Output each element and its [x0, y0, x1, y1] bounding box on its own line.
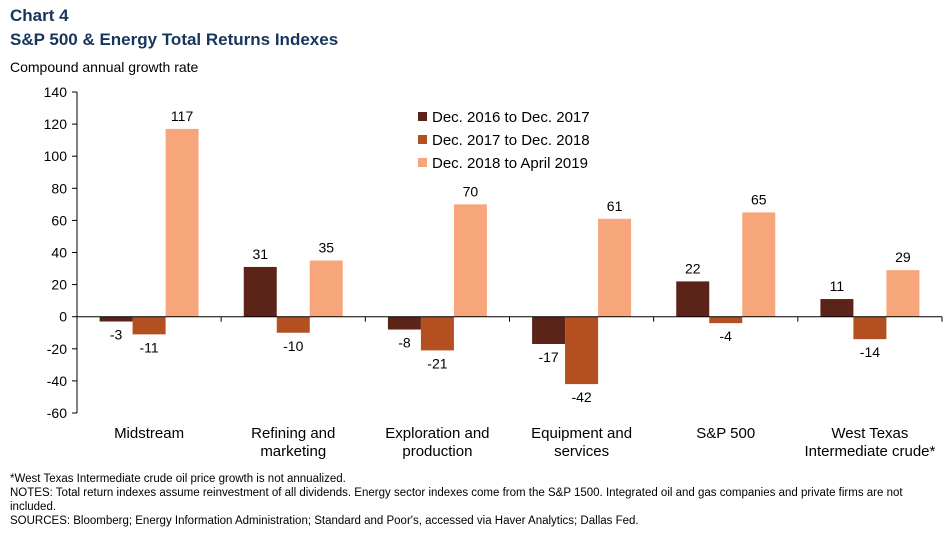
- legend-label: Dec. 2017 to Dec. 2018: [432, 132, 590, 149]
- bar: [532, 316, 566, 344]
- x-tick-label: Refining and marketing: [251, 425, 335, 460]
- legend-swatch: [418, 135, 427, 144]
- data-label: 35: [318, 240, 334, 256]
- bar: [820, 299, 854, 317]
- y-axis-label: Compound annual growth rate: [10, 59, 199, 75]
- legend-label: Dec. 2018 to April 2019: [432, 155, 588, 172]
- x-tick-label: Midstream: [114, 425, 184, 442]
- x-tick-label: Exploration and production: [385, 425, 489, 460]
- data-label: -42: [571, 389, 591, 405]
- footnote-notes: NOTES: Total return indexes assume reinv…: [10, 487, 903, 513]
- data-label: 65: [751, 191, 767, 207]
- y-tick-label: -20: [47, 341, 67, 357]
- bar: [132, 316, 166, 335]
- data-label: -3: [110, 327, 123, 343]
- data-label: 31: [252, 246, 268, 262]
- y-tick-label: 100: [44, 148, 68, 164]
- data-label: 22: [685, 260, 701, 276]
- bar: [598, 218, 632, 317]
- x-tick-label: Equipment and services: [531, 425, 632, 460]
- y-tick-label: 60: [51, 212, 67, 228]
- bar: [165, 128, 199, 317]
- bar: [453, 204, 487, 317]
- y-tick-label: 20: [51, 277, 67, 293]
- data-label: 11: [830, 278, 845, 294]
- bar: [742, 212, 776, 317]
- footnote-sources: SOURCES: Bloomberg; Energy Information A…: [10, 515, 639, 527]
- data-label: -17: [538, 349, 558, 365]
- bar: [853, 316, 887, 340]
- bar: [276, 316, 310, 333]
- bar: [420, 316, 454, 351]
- bar: [99, 316, 133, 322]
- data-label: 70: [463, 183, 479, 199]
- bar: [387, 316, 421, 330]
- bar: [676, 281, 710, 317]
- y-tick-label: 120: [44, 116, 68, 132]
- y-tick-label: 0: [59, 309, 67, 325]
- legend-label: Dec. 2016 to Dec. 2017: [432, 109, 590, 126]
- bar: [565, 316, 599, 385]
- y-tick-label: -60: [47, 405, 67, 421]
- data-label: -14: [860, 344, 880, 360]
- legend-swatch: [418, 158, 427, 167]
- bar: [243, 266, 277, 317]
- footnote-asterisk: *West Texas Intermediate crude oil price…: [10, 473, 346, 485]
- bar-chart: -60 -40 -20 0 20 40 60 80 100 120 140 -3 -11 117 31 -10…: [44, 84, 943, 460]
- x-tick-label: S&P 500: [696, 425, 755, 442]
- data-label: -4: [720, 328, 733, 344]
- data-label: -21: [427, 355, 447, 371]
- y-tick-label: 140: [44, 84, 68, 100]
- footnotes: *West Texas Intermediate crude oil price…: [10, 472, 940, 528]
- x-tick-label: West Texas Intermediate crude*: [804, 425, 935, 460]
- data-label: 29: [895, 249, 911, 265]
- chart-title: S&P 500 & Energy Total Returns Indexes: [10, 30, 339, 49]
- chart-number: Chart 4: [10, 6, 69, 25]
- y-tick-label: 80: [51, 180, 67, 196]
- data-label: 117: [171, 108, 194, 124]
- legend-swatch: [418, 112, 427, 121]
- bar: [886, 270, 920, 317]
- bar: [709, 316, 743, 324]
- y-tick-label: -40: [47, 373, 67, 389]
- data-label: -11: [139, 339, 158, 355]
- data-label: -10: [283, 338, 303, 354]
- bar: [309, 260, 343, 317]
- data-label: -8: [398, 335, 411, 351]
- y-tick-label: 40: [51, 245, 67, 261]
- data-label: 61: [607, 198, 623, 214]
